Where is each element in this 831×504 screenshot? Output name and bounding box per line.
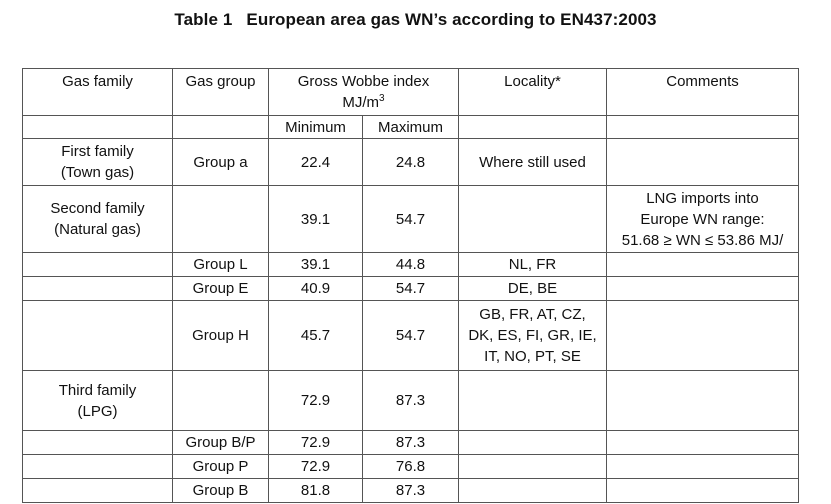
comments-cell: [606, 478, 799, 503]
locality-cell: [458, 185, 607, 253]
header-row: Gas family Gas group Gross Wobbe index M…: [22, 68, 799, 116]
wobbe-min-cell: 72.9: [268, 430, 363, 455]
wobbe-max-cell: 54.7: [362, 300, 459, 371]
comments-cell: [606, 370, 799, 431]
wobbe-max-cell: 87.3: [362, 370, 459, 431]
wobbe-max-cell: 76.8: [362, 454, 459, 479]
gas-group-cell: Group P: [172, 454, 269, 479]
gas-group-cell: Group B/P: [172, 430, 269, 455]
gas-family-cell-line: (Town gas): [60, 164, 135, 181]
subheader-empty: [22, 115, 173, 139]
comments-cell: LNG imports into Europe WN range: 51.68 ≥ …: [606, 185, 799, 253]
gas-family-cell: First family (Town gas): [22, 138, 173, 186]
subheader-empty: [606, 115, 799, 139]
table-row: Third family (LPG) 72.9 87.3: [22, 370, 799, 431]
locality-cell: Where still used: [458, 138, 607, 186]
table-caption: Table 1 European area gas WN’s according …: [0, 10, 831, 30]
locality-cell-line: IT, NO, PT, SE: [484, 348, 581, 365]
wobbe-min-cell: 39.1: [268, 185, 363, 253]
gas-group-cell: Group H: [172, 300, 269, 371]
comments-cell: [606, 138, 799, 186]
table-row: Group B/P 72.9 87.3: [22, 430, 799, 455]
wobbe-min-cell: 40.9: [268, 276, 363, 301]
locality-cell-line: NL, FR: [508, 256, 557, 273]
subheader-empty: [172, 115, 269, 139]
gas-family-cell-line: (Natural gas): [54, 221, 141, 238]
header-comments: Comments: [606, 68, 799, 116]
table-row: Group H 45.7 54.7 GB, FR, AT, CZ, DK, ES, FI…: [22, 300, 799, 371]
gas-wn-table: Gas family Gas group Gross Wobbe index M…: [22, 68, 799, 503]
gas-group-cell: Group E: [172, 276, 269, 301]
gas-group-cell: [172, 185, 269, 253]
gas-family-cell: [22, 276, 173, 301]
wobbe-min-cell: 39.1: [268, 252, 363, 277]
table-row: Second family (Natural gas) 39.1 54.7 LNG im…: [22, 185, 799, 253]
comments-cell: [606, 430, 799, 455]
subheader-row: Minimum Maximum: [22, 115, 799, 139]
table-row: Group P 72.9 76.8: [22, 454, 799, 479]
table-row: Group B 81.8 87.3: [22, 478, 799, 503]
header-gas-family: Gas family: [22, 68, 173, 116]
header-maximum: Maximum: [362, 115, 459, 139]
gas-group-cell: Group B: [172, 478, 269, 503]
comments-cell: [606, 252, 799, 277]
gas-family-cell: [22, 478, 173, 503]
gas-family-cell: Second family (Natural gas): [22, 185, 173, 253]
wobbe-max-cell: 87.3: [362, 478, 459, 503]
gas-family-cell: [22, 454, 173, 479]
locality-cell-line: GB, FR, AT, CZ,: [479, 306, 586, 323]
header-wobbe-unit: MJ/m3: [342, 93, 385, 112]
gas-group-cell: Group L: [172, 252, 269, 277]
table-caption-text: European area gas WN’s according to EN43…: [246, 10, 657, 29]
header-locality: Locality*: [458, 68, 607, 116]
header-minimum: Minimum: [268, 115, 363, 139]
gas-family-cell-line: First family: [61, 143, 134, 160]
comments-cell: [606, 300, 799, 371]
locality-cell: GB, FR, AT, CZ, DK, ES, FI, GR, IE, IT, NO…: [458, 300, 607, 371]
gas-family-cell-line: (LPG): [77, 402, 118, 420]
wobbe-min-cell: 22.4: [268, 138, 363, 186]
comments-cell: [606, 454, 799, 479]
gas-family-cell-line: Third family: [58, 381, 137, 399]
comments-cell-line: 51.68 ≥ WN ≤ 53.86 MJ/: [621, 231, 784, 249]
locality-cell-line: DE, BE: [507, 280, 558, 297]
wobbe-max-cell: 44.8: [362, 252, 459, 277]
gas-family-cell-line: Second family: [50, 200, 145, 217]
table-row: Group L 39.1 44.8 NL, FR: [22, 252, 799, 277]
wobbe-max-cell: 54.7: [362, 185, 459, 253]
locality-cell: [458, 478, 607, 503]
table-caption-label: Table 1: [174, 10, 233, 29]
locality-cell: [458, 430, 607, 455]
gas-family-cell: [22, 300, 173, 371]
wobbe-min-cell: 81.8: [268, 478, 363, 503]
subheader-empty: [458, 115, 607, 139]
gas-family-cell: Third family (LPG): [22, 370, 173, 431]
gas-family-cell: [22, 252, 173, 277]
wobbe-min-cell: 72.9: [268, 370, 363, 431]
wobbe-max-cell: 87.3: [362, 430, 459, 455]
locality-cell: NL, FR: [458, 252, 607, 277]
gas-group-cell: Group a: [172, 138, 269, 186]
locality-cell-line: Where still used: [479, 153, 586, 171]
table-row: Group E 40.9 54.7 DE, BE: [22, 276, 799, 301]
header-gas-group: Gas group: [172, 68, 269, 116]
wobbe-max-cell: 54.7: [362, 276, 459, 301]
wobbe-min-cell: 45.7: [268, 300, 363, 371]
locality-cell: [458, 370, 607, 431]
locality-cell-line: DK, ES, FI, GR, IE,: [468, 327, 597, 344]
gas-family-cell: [22, 430, 173, 455]
locality-cell: [458, 454, 607, 479]
wobbe-max-cell: 24.8: [362, 138, 459, 186]
comments-cell-line: Europe WN range:: [640, 210, 765, 228]
table-row: First family (Town gas) Group a 22.4 24.8 Whe…: [22, 138, 799, 186]
comments-cell: [606, 276, 799, 301]
header-wobbe-index: Gross Wobbe index MJ/m3: [268, 68, 459, 116]
header-wobbe-title: Gross Wobbe index: [297, 73, 430, 90]
wobbe-min-cell: 72.9: [268, 454, 363, 479]
locality-cell: DE, BE: [458, 276, 607, 301]
comments-cell-line: LNG imports into: [646, 189, 759, 207]
gas-group-cell: [172, 370, 269, 431]
